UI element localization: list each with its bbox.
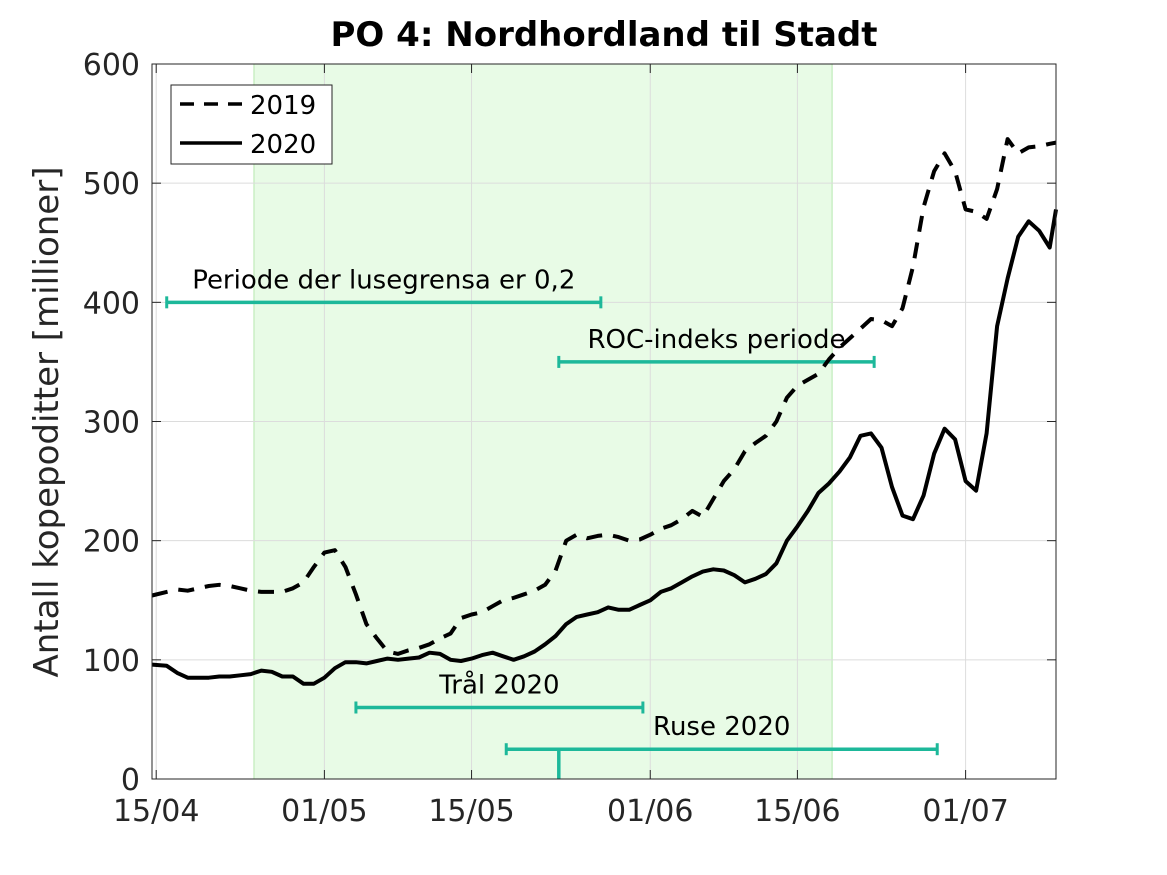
y-tick-label-400: 400	[83, 286, 140, 321]
y-tick-label-100: 100	[83, 644, 140, 679]
y-tick-label-200: 200	[83, 525, 140, 560]
chart-title: PO 4: Nordhordland til Stadt	[331, 15, 878, 55]
y-tick-label-300: 300	[83, 406, 140, 441]
series-line-2019	[151, 137, 1057, 656]
x-tick-label-15-05: 15/05	[428, 794, 514, 829]
y-tick-label-500: 500	[83, 167, 140, 202]
series-line-2020	[151, 209, 1058, 686]
x-tick-label-01-05: 01/05	[281, 794, 367, 829]
legend-label-2019: 2019	[250, 91, 316, 121]
y-tick-label-0: 0	[121, 763, 140, 798]
series-lines	[151, 137, 1058, 686]
annotation-label-2: Trål 2020	[438, 670, 559, 701]
annotation-label-3: Ruse 2020	[653, 712, 790, 742]
legend-box	[170, 84, 333, 165]
annotation-label-1: ROC-indeks periode	[587, 325, 845, 355]
y-tick-label-600: 600	[83, 48, 140, 83]
x-tick-label-01-07: 01/07	[922, 794, 1008, 829]
plot-area: Periode der lusegrensa er 0,2 ROC-indeks …	[151, 63, 1058, 780]
x-tick-label-15-04: 15/04	[113, 794, 199, 829]
x-tick-label-01-06: 01/06	[607, 794, 693, 829]
y-axis-ticks: 0 100 200 300 400 500 600	[83, 48, 1056, 798]
legend-label-2020: 2020	[250, 130, 316, 160]
legend: 2019 2020	[170, 84, 333, 165]
annotation-label-0: Periode der lusegrensa er 0,2	[192, 265, 575, 295]
x-axis-ticks: 15/04 01/05 15/05 01/06 15/06 01/07	[113, 64, 1009, 829]
x-tick-label-15-06: 15/06	[754, 794, 840, 829]
y-axis-label: Antall kopepoditter [millioner]	[27, 167, 67, 678]
annotations: Periode der lusegrensa er 0,2 ROC-indeks …	[165, 265, 939, 779]
